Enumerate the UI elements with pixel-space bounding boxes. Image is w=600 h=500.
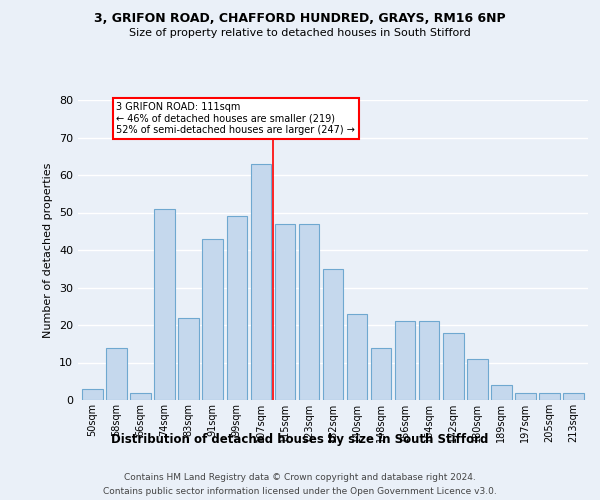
Text: Contains public sector information licensed under the Open Government Licence v3: Contains public sector information licen… <box>103 488 497 496</box>
Bar <box>371 348 391 400</box>
Bar <box>275 224 295 400</box>
Bar <box>106 348 127 400</box>
Text: Contains HM Land Registry data © Crown copyright and database right 2024.: Contains HM Land Registry data © Crown c… <box>124 472 476 482</box>
Y-axis label: Number of detached properties: Number of detached properties <box>43 162 53 338</box>
Bar <box>202 239 223 400</box>
Bar <box>515 392 536 400</box>
Bar <box>467 359 488 400</box>
Bar <box>251 164 271 400</box>
Bar <box>419 322 439 400</box>
Bar <box>491 385 512 400</box>
Bar <box>227 216 247 400</box>
Bar <box>443 332 464 400</box>
Bar <box>178 318 199 400</box>
Bar <box>563 392 584 400</box>
Text: 3 GRIFON ROAD: 111sqm
← 46% of detached houses are smaller (219)
52% of semi-det: 3 GRIFON ROAD: 111sqm ← 46% of detached … <box>116 102 355 135</box>
Bar <box>154 209 175 400</box>
Bar <box>82 389 103 400</box>
Bar <box>347 314 367 400</box>
Bar <box>323 269 343 400</box>
Bar <box>539 392 560 400</box>
Bar <box>299 224 319 400</box>
Text: Distribution of detached houses by size in South Stifford: Distribution of detached houses by size … <box>112 432 488 446</box>
Text: 3, GRIFON ROAD, CHAFFORD HUNDRED, GRAYS, RM16 6NP: 3, GRIFON ROAD, CHAFFORD HUNDRED, GRAYS,… <box>94 12 506 26</box>
Bar <box>130 392 151 400</box>
Bar <box>395 322 415 400</box>
Text: Size of property relative to detached houses in South Stifford: Size of property relative to detached ho… <box>129 28 471 38</box>
